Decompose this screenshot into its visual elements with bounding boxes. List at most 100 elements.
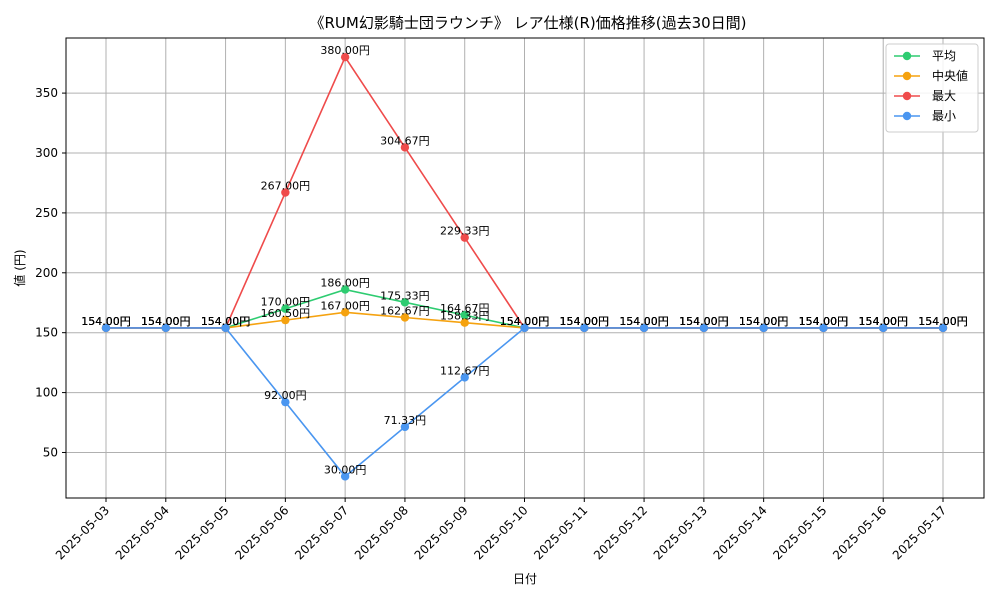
data-point xyxy=(281,304,290,313)
data-point xyxy=(400,143,410,152)
data-label: 154.00円 xyxy=(81,315,131,328)
data-point xyxy=(580,323,589,333)
x-tick-label: 2025-05-12 xyxy=(591,503,650,562)
data-point xyxy=(460,310,469,320)
data-point xyxy=(281,188,290,197)
legend-item: 平均 xyxy=(894,49,956,63)
series-3 xyxy=(101,323,948,481)
data-label: 154.00円 xyxy=(81,315,131,328)
data-point xyxy=(460,318,469,327)
data-label: 229.33円 xyxy=(440,225,490,238)
data-label: 154.00円 xyxy=(619,315,669,328)
data-label: 154.00円 xyxy=(560,315,610,328)
data-label: 154.00円 xyxy=(858,315,908,328)
data-label: 154.00円 xyxy=(500,315,550,328)
y-axis: 50 100 150 200 250 300 350 xyxy=(35,86,66,459)
data-label: 154.00円 xyxy=(201,315,251,328)
x-tick-label: 2025-05-15 xyxy=(770,503,829,562)
x-axis-label: 日付 xyxy=(513,572,537,586)
data-label: 380.00円 xyxy=(320,44,370,57)
data-label: 154.00円 xyxy=(679,315,729,328)
legend-label: 平均 xyxy=(932,49,956,63)
x-axis: 2025-05-03 2025-05-04 2025-05-05 2025-05-06… xyxy=(53,498,949,562)
data-point xyxy=(460,373,469,382)
y-tick-label: 350 xyxy=(35,86,58,100)
data-label: 154.00円 xyxy=(560,315,610,328)
data-label: 154.00円 xyxy=(500,315,550,328)
data-label: 154.00円 xyxy=(560,315,610,328)
data-label: 154.00円 xyxy=(918,315,968,328)
data-point xyxy=(819,323,828,333)
legend-marker xyxy=(902,111,912,121)
y-tick-label: 250 xyxy=(35,206,58,220)
x-tick-label: 2025-05-05 xyxy=(172,503,231,562)
data-label: 186.00円 xyxy=(320,277,370,290)
legend-item: 最小 xyxy=(894,109,956,123)
data-point xyxy=(699,323,709,333)
data-label: 154.00円 xyxy=(679,315,729,328)
data-label: 154.00円 xyxy=(141,315,191,328)
legend-box xyxy=(885,43,979,133)
data-label: 267.00円 xyxy=(261,180,311,193)
data-label: 154.00円 xyxy=(560,315,610,328)
data-label: 154.00円 xyxy=(141,315,191,328)
data-point xyxy=(759,323,768,333)
y-tick-label: 50 xyxy=(43,445,58,459)
x-tick-label: 2025-05-03 xyxy=(53,503,112,562)
data-point xyxy=(221,323,230,333)
x-tick-label: 2025-05-07 xyxy=(292,503,351,562)
data-label: 154.00円 xyxy=(679,315,729,328)
data-point xyxy=(101,323,111,333)
data-point xyxy=(400,422,410,432)
data-label: 158.33円 xyxy=(440,310,490,323)
y-tick-label: 100 xyxy=(35,386,58,400)
data-label: 154.00円 xyxy=(81,315,131,328)
series-layer xyxy=(101,52,948,481)
data-point xyxy=(281,397,290,407)
data-label: 154.00円 xyxy=(500,315,550,328)
y-tick-label: 300 xyxy=(35,146,58,160)
data-label: 154.00円 xyxy=(918,315,968,328)
data-label: 154.00円 xyxy=(619,315,669,328)
data-label: 154.00円 xyxy=(500,315,550,328)
x-tick-label: 2025-05-09 xyxy=(412,503,471,562)
data-label: 154.00円 xyxy=(739,315,789,328)
data-label: 154.00円 xyxy=(619,315,669,328)
data-label: 154.00円 xyxy=(858,315,908,328)
data-point xyxy=(520,323,529,333)
data-label: 154.00円 xyxy=(141,315,191,328)
data-label: 154.00円 xyxy=(619,315,669,328)
data-label: 92.00円 xyxy=(264,389,307,402)
data-label: 304.67円 xyxy=(380,134,430,147)
data-label: 160.50円 xyxy=(261,307,311,320)
x-tick-label: 2025-05-08 xyxy=(352,503,411,562)
legend-item: 最大 xyxy=(894,89,956,103)
data-label: 154.00円 xyxy=(799,315,849,328)
x-tick-label: 2025-05-04 xyxy=(113,503,172,562)
data-point xyxy=(161,323,170,333)
x-tick-label: 2025-05-16 xyxy=(830,503,889,562)
data-point xyxy=(879,323,888,333)
legend-label: 最大 xyxy=(932,89,956,103)
y-tick-label: 200 xyxy=(35,266,58,280)
data-point xyxy=(340,308,350,317)
legend-marker xyxy=(902,91,912,101)
x-tick-label: 2025-05-17 xyxy=(890,503,949,562)
data-label: 154.00円 xyxy=(201,315,251,328)
data-label: 154.00円 xyxy=(739,315,789,328)
legend-marker xyxy=(902,51,912,61)
legend-marker xyxy=(902,71,912,81)
data-label: 154.00円 xyxy=(918,315,968,328)
data-point xyxy=(400,313,410,322)
chart-title: 《RUM幻影騎士団ラウンチ》 レア仕様(R)価格推移(過去30日間) xyxy=(309,14,746,32)
x-tick-label: 2025-05-13 xyxy=(651,503,710,562)
x-tick-label: 2025-05-11 xyxy=(531,503,590,562)
data-label: 154.00円 xyxy=(81,315,131,328)
data-label: 154.00円 xyxy=(799,315,849,328)
x-tick-label: 2025-05-06 xyxy=(232,503,291,562)
data-label: 154.00円 xyxy=(858,315,908,328)
data-label: 112.67円 xyxy=(440,364,490,377)
data-label: 154.00円 xyxy=(799,315,849,328)
